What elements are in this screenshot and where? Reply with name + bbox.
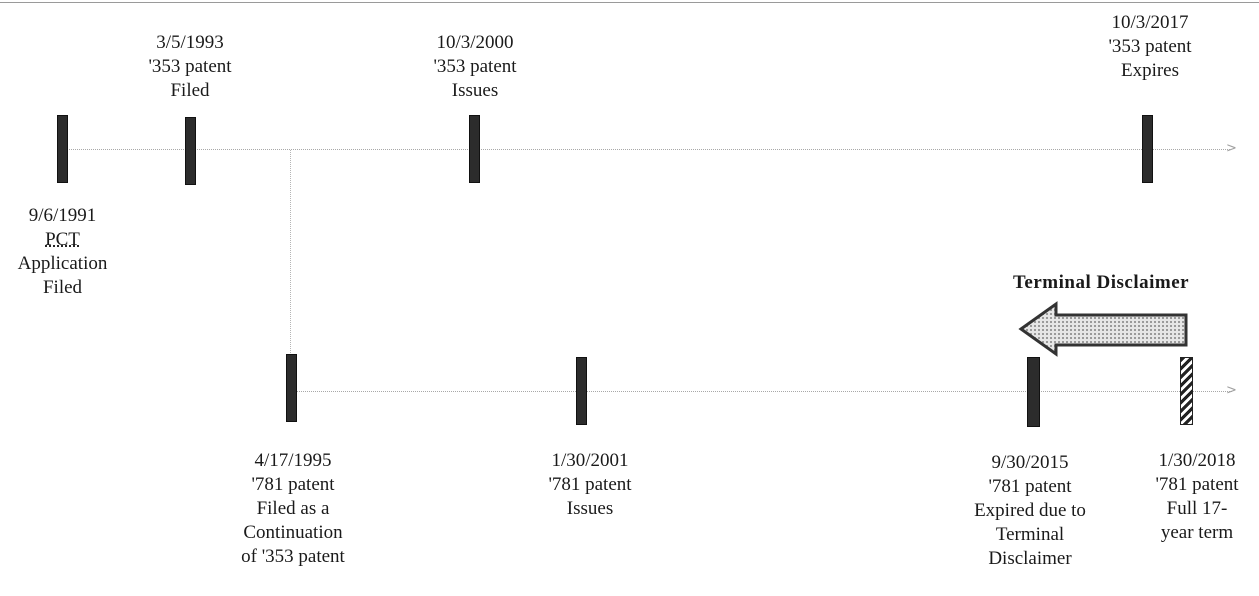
label-353-filed-line3: Filed xyxy=(170,80,210,101)
marker-353-filed xyxy=(185,117,196,185)
label-353-filed: 3/5/1993 '353 patent Filed xyxy=(125,31,255,103)
label-pct-filed: 9/6/1991 PCT Application Filed xyxy=(0,204,125,300)
bottom-timeline-arrowhead: > xyxy=(1226,383,1237,398)
label-353-expires-date: 10/3/2017 xyxy=(1111,12,1189,33)
label-pct-line2: PCT xyxy=(45,229,80,250)
label-781-filed: 4/17/1995 '781 patent Filed as a Continu… xyxy=(228,449,358,569)
marker-781-issues xyxy=(576,357,587,425)
top-border-line xyxy=(0,2,1259,3)
label-353-issues: 10/3/2000 '353 patent Issues xyxy=(405,31,545,103)
label-353-issues-date: 10/3/2000 xyxy=(436,32,514,53)
label-353-filed-line2: '353 patent xyxy=(148,56,232,77)
label-781-full-term-date: 1/30/2018 xyxy=(1158,450,1236,471)
label-781-filed-line4: Continuation xyxy=(243,522,343,543)
marker-781-filed xyxy=(286,354,297,422)
label-781-full-term: 1/30/2018 '781 patent Full 17- year term xyxy=(1135,449,1259,545)
label-781-filed-line3: Filed as a xyxy=(256,498,330,519)
label-pct-line4: Filed xyxy=(42,277,83,298)
top-timeline-axis xyxy=(62,149,1230,150)
label-781-full-term-line2: '781 patent xyxy=(1155,474,1239,495)
label-781-full-term-line4: year term xyxy=(1160,522,1234,543)
label-781-expired-date: 9/30/2015 xyxy=(991,452,1069,473)
label-781-issues: 1/30/2001 '781 patent Issues xyxy=(520,449,660,521)
label-353-expires-line2: '353 patent xyxy=(1108,36,1192,57)
label-pct-line3: Application xyxy=(17,253,108,274)
label-781-issues-line3: Issues xyxy=(566,498,614,519)
terminal-disclaimer-arrow xyxy=(1018,301,1188,357)
label-781-filed-date: 4/17/1995 xyxy=(254,450,332,471)
marker-pct-filed xyxy=(57,115,68,183)
label-353-issues-line3: Issues xyxy=(451,80,499,101)
label-781-expired-line2: '781 patent xyxy=(988,476,1072,497)
label-353-filed-date: 3/5/1993 xyxy=(156,32,224,53)
label-353-expires-line3: Expires xyxy=(1120,60,1180,81)
top-timeline-arrowhead: > xyxy=(1226,141,1237,156)
marker-353-expires xyxy=(1142,115,1153,183)
label-781-expired-line3: Expired due to xyxy=(974,500,1086,521)
label-353-issues-line2: '353 patent xyxy=(433,56,517,77)
marker-781-expired xyxy=(1027,357,1040,427)
label-781-filed-line5: of '353 patent xyxy=(241,546,345,567)
label-781-full-term-line3: Full 17- xyxy=(1166,498,1228,519)
label-781-filed-line2: '781 patent xyxy=(251,474,335,495)
marker-781-full-term xyxy=(1180,357,1193,425)
continuation-connector-line xyxy=(290,150,291,355)
label-353-expires: 10/3/2017 '353 patent Expires xyxy=(1080,11,1220,83)
label-781-issues-date: 1/30/2001 xyxy=(551,450,629,471)
label-781-issues-line2: '781 patent xyxy=(548,474,632,495)
label-pct-date: 9/6/1991 xyxy=(28,205,97,226)
label-781-expired-line4: Terminal xyxy=(995,524,1065,545)
label-781-expired-line5: Disclaimer xyxy=(988,548,1072,569)
marker-353-issues xyxy=(469,115,480,183)
bottom-timeline-axis xyxy=(292,391,1232,392)
label-781-expired: 9/30/2015 '781 patent Expired due to Ter… xyxy=(955,451,1105,571)
terminal-disclaimer-title: Terminal Disclaimer xyxy=(1013,272,1190,293)
